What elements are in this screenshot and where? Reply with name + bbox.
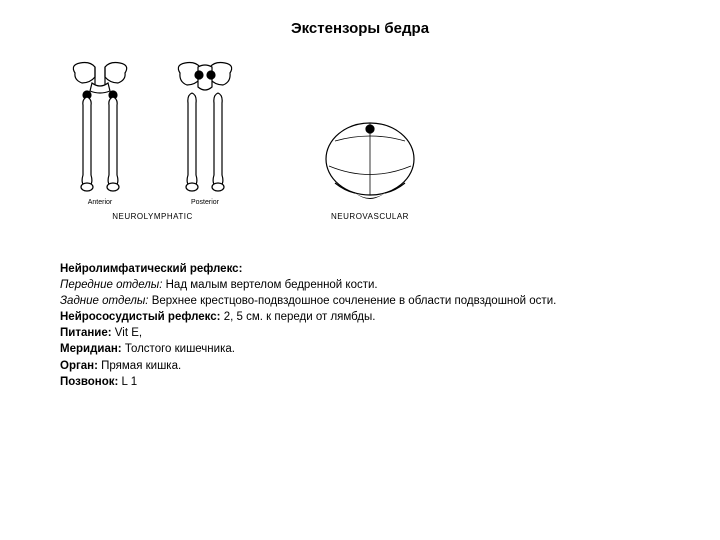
anterior-section-value: Над малым вертелом бедренной кости. — [162, 279, 377, 291]
neurovascular-group: NEUROVASCULAR — [315, 111, 425, 221]
posterior-section-label: Задние отделы: — [60, 295, 149, 307]
nutrition-value: Vit E, — [112, 327, 142, 339]
anterior-section-label: Передние отделы: — [60, 279, 162, 291]
nl-reflex-label: Нейролимфатический рефлекс: — [60, 263, 242, 275]
figure-area: Anterior — [60, 55, 660, 221]
neurolymphatic-group: Anterior — [60, 55, 245, 221]
anterior-sublabel: Anterior — [60, 199, 140, 206]
skull-figure — [315, 111, 425, 206]
info-text: Нейролимфатический рефлекс: Передние отд… — [60, 261, 660, 390]
anterior-figure: Anterior — [60, 55, 140, 206]
organ-label: Орган: — [60, 360, 98, 372]
vertebra-label: Позвонок: — [60, 376, 118, 388]
posterior-figure: Posterior — [165, 55, 245, 206]
meridian-label: Меридиан: — [60, 343, 122, 355]
nv-reflex-value: 2, 5 см. к переди от лямбды. — [221, 311, 376, 323]
nutrition-label: Питание: — [60, 327, 112, 339]
nv-reflex-label: Нейрососудистый рефлекс: — [60, 311, 221, 323]
posterior-sublabel: Posterior — [165, 199, 245, 206]
meridian-value: Толстого кишечника. — [122, 343, 235, 355]
page-title: Экстензоры бедра — [60, 20, 660, 37]
neurovascular-caption: NEUROVASCULAR — [331, 212, 409, 221]
organ-value: Прямая кишка. — [98, 360, 181, 372]
posterior-section-value: Верхнее крестцово-подвздошное сочленение… — [149, 295, 557, 307]
vertebra-value: L 1 — [118, 376, 137, 388]
neurolymphatic-caption: NEUROLYMPHATIC — [112, 212, 193, 221]
